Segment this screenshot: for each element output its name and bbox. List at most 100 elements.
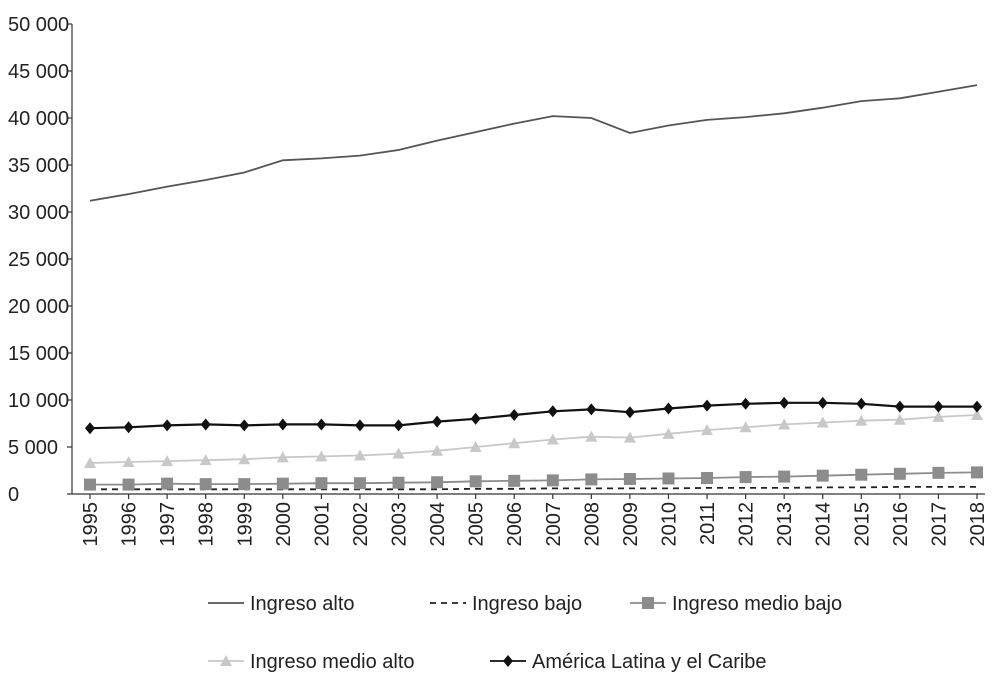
- data-point: [161, 477, 174, 490]
- data-point: [122, 456, 135, 468]
- data-point: [893, 467, 906, 480]
- y-tick-label: 25 000: [8, 249, 69, 271]
- data-point: [739, 421, 752, 433]
- y-tick-label: 15 000: [8, 343, 69, 365]
- legend-swatch-marker: [220, 655, 232, 666]
- data-point: [470, 412, 481, 425]
- data-point: [546, 474, 559, 487]
- data-point: [817, 396, 828, 409]
- series-line: [90, 471, 978, 486]
- data-point: [354, 419, 365, 432]
- series-line: [89, 414, 978, 464]
- series-line: [90, 485, 977, 491]
- data-point: [662, 427, 675, 439]
- data-point: [778, 470, 791, 483]
- data-point: [547, 405, 558, 418]
- data-point: [508, 437, 521, 449]
- series-layer: [84, 84, 983, 491]
- legend-label: Ingreso medio bajo: [672, 593, 842, 615]
- data-point: [701, 472, 714, 485]
- data-point: [199, 454, 212, 466]
- x-tick-label: 2014: [813, 502, 835, 547]
- data-point: [276, 477, 289, 490]
- data-point: [623, 431, 636, 443]
- x-tick-label: 2012: [736, 502, 758, 547]
- legend-swatch-marker: [642, 597, 654, 609]
- data-point: [123, 421, 134, 434]
- data-point: [932, 410, 945, 422]
- x-tick-label: 2004: [427, 502, 449, 547]
- data-point: [431, 476, 444, 489]
- data-point: [740, 397, 751, 410]
- data-point: [238, 478, 251, 491]
- data-point: [431, 444, 444, 456]
- legend-swatch-marker: [503, 655, 513, 667]
- data-point: [239, 419, 250, 432]
- legend-label: Ingreso bajo: [472, 593, 582, 615]
- x-tick-label: 2008: [581, 502, 603, 547]
- data-point: [85, 422, 95, 435]
- series-4: [85, 396, 982, 435]
- series-line: [89, 401, 977, 430]
- data-point: [855, 414, 868, 426]
- data-point: [277, 418, 288, 431]
- x-tick-label: 1997: [157, 502, 179, 547]
- data-point: [933, 400, 944, 413]
- data-point: [856, 397, 867, 410]
- x-tick-label: 2013: [774, 502, 796, 547]
- x-tick-label: 2010: [658, 502, 680, 547]
- legend-item: Ingreso bajo: [430, 593, 582, 615]
- y-tick-label: 50 000: [8, 14, 69, 36]
- data-point: [316, 418, 327, 431]
- data-point: [315, 450, 328, 462]
- data-point: [315, 477, 328, 490]
- data-point: [778, 418, 791, 430]
- legend-label: América Latina y el Caribe: [532, 651, 767, 673]
- data-point: [432, 415, 443, 428]
- data-point: [161, 455, 174, 467]
- data-point: [84, 478, 96, 491]
- legend-item: Ingreso medio bajo: [630, 593, 842, 615]
- data-point: [469, 441, 482, 452]
- x-tick-label: 2018: [967, 502, 989, 547]
- data-point: [739, 471, 752, 484]
- legend-item: Ingreso alto: [208, 593, 355, 615]
- data-point: [816, 469, 829, 482]
- data-point: [469, 475, 482, 488]
- y-tick-label: 40 000: [8, 108, 69, 130]
- data-point: [508, 474, 521, 487]
- data-point: [546, 433, 559, 445]
- data-point: [353, 449, 366, 461]
- legend-item: América Latina y el Caribe: [490, 651, 767, 673]
- data-point: [199, 478, 212, 491]
- x-tick-label: 2009: [620, 502, 642, 547]
- data-point: [200, 418, 211, 431]
- y-tick-label: 35 000: [8, 155, 69, 177]
- x-tick-label: 2000: [273, 502, 295, 547]
- y-tick-label: 45 000: [8, 61, 69, 83]
- legend-item: Ingreso medio alto: [208, 651, 415, 673]
- data-point: [971, 466, 983, 479]
- legend-label: Ingreso alto: [250, 593, 355, 615]
- y-tick-label: 0: [8, 484, 19, 506]
- data-point: [971, 409, 983, 421]
- data-point: [855, 468, 868, 481]
- data-point: [585, 473, 598, 486]
- y-axis-ticks: 0 5 000 10 000 15 000 20 000 25 000 30 000 35 0…: [8, 14, 72, 506]
- series-line: [89, 84, 978, 202]
- series-0: [89, 84, 978, 202]
- data-point: [894, 400, 905, 413]
- x-tick-label: 2006: [504, 502, 526, 547]
- data-point: [816, 416, 829, 428]
- data-point: [662, 472, 675, 485]
- y-tick-label: 5 000: [8, 437, 58, 459]
- x-tick-label: 2003: [389, 502, 411, 547]
- x-tick-label: 1999: [234, 502, 256, 547]
- data-point: [122, 478, 135, 491]
- data-point: [392, 476, 405, 489]
- data-point: [779, 396, 790, 409]
- data-point: [392, 447, 405, 459]
- data-point: [586, 403, 597, 416]
